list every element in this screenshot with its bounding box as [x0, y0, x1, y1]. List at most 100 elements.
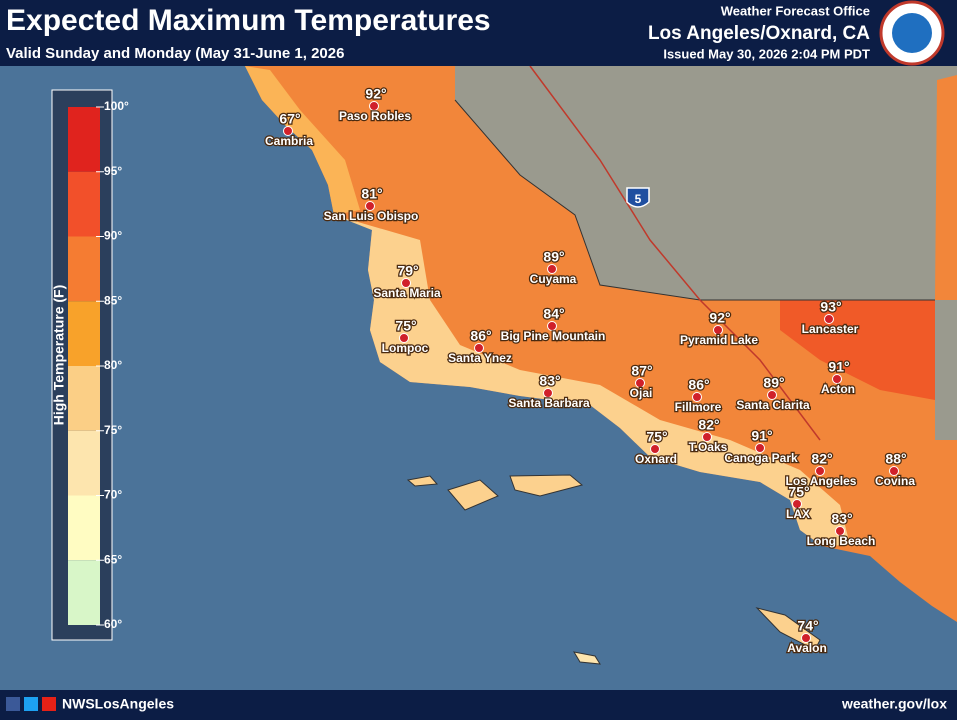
city-marker [713, 325, 723, 335]
city-name: Pyramid Lake [680, 333, 758, 347]
city-marker [283, 126, 293, 136]
legend-tick-label: 60° [104, 617, 122, 631]
city-temp: 87° [631, 363, 652, 379]
office: Los Angeles/Oxnard, CA [648, 23, 870, 44]
city-name: Oxnard [635, 452, 677, 466]
city-temp: 81° [361, 186, 382, 202]
city-name: Cambria [265, 134, 313, 148]
legend-tick-label: 70° [104, 488, 122, 502]
facebook-icon[interactable] [6, 697, 20, 711]
island [509, 474, 584, 497]
hot-zone [780, 300, 935, 400]
city-marker [692, 392, 702, 402]
city-name: Covina [875, 474, 915, 488]
legend-title: High Temperature (F) [51, 285, 67, 426]
city-temp: 92° [365, 86, 386, 102]
legend-tick-label: 75° [104, 423, 122, 437]
city-temp: 79° [397, 263, 418, 279]
city-temp: 67° [279, 111, 300, 127]
city-marker [801, 633, 811, 643]
city-temp: 82° [811, 451, 832, 467]
city-marker [815, 466, 825, 476]
city-name: Cuyama [530, 272, 577, 286]
city-marker [832, 374, 842, 384]
office-line: Weather Forecast Office [721, 3, 870, 18]
city-name: Lompoc [382, 341, 429, 355]
city-marker [399, 333, 409, 343]
legend-tick-label: 95° [104, 164, 122, 178]
cities: 92° Paso Robles 67° Cambria 81° San Luis Obis… [264, 84, 917, 656]
city-temp: 89° [763, 375, 784, 391]
city-marker [547, 321, 557, 331]
legend-band [68, 171, 100, 237]
city-temp: 88° [885, 451, 906, 467]
city-marker [543, 388, 553, 398]
website[interactable]: weather.gov/lox [841, 696, 947, 712]
city-marker [824, 314, 834, 324]
city-name: Lancaster [802, 322, 859, 336]
legend-tick-label: 85° [104, 293, 122, 307]
city-marker [547, 264, 557, 274]
island [406, 475, 439, 487]
city-temp: 75° [395, 318, 416, 334]
city-marker [755, 443, 765, 453]
city-temp: 84° [543, 306, 564, 322]
island [447, 479, 499, 511]
city-name: Canoga Park [724, 451, 798, 465]
legend-tick-label: 90° [104, 229, 122, 243]
legend-band [68, 560, 100, 625]
city-name: Big Pine Mountain [501, 329, 606, 343]
city-marker [401, 278, 411, 288]
border [454, 99, 935, 301]
city-name: Paso Robles [339, 109, 411, 123]
city-marker [369, 101, 379, 111]
city-temp: 86° [688, 377, 709, 393]
legend-band [68, 301, 100, 366]
city-marker [792, 499, 802, 509]
footer-bar [0, 690, 957, 720]
twitter-icon[interactable] [24, 697, 38, 711]
city-name: Los Angeles [786, 474, 857, 488]
title: Expected Maximum Temperatures [6, 4, 491, 37]
issued: Issued May 30, 2026 2:04 PM PDT [663, 46, 870, 61]
city-marker [650, 444, 660, 454]
city-marker [365, 201, 375, 211]
city-name: T.Oaks [689, 440, 728, 454]
subtitle: Valid Sunday and Monday (May 31-June 1, … [6, 45, 344, 62]
land-outside [455, 66, 957, 300]
interstate-shield [626, 187, 650, 208]
city-temp: 92° [709, 310, 730, 326]
city-temp: 91° [751, 428, 772, 444]
highway-line [529, 65, 821, 441]
city-temp: 89° [543, 249, 564, 265]
city-temp: 83° [831, 511, 852, 527]
city-temp: 75° [788, 484, 809, 500]
legend-band [68, 107, 100, 172]
header-bar [0, 0, 957, 66]
youtube-icon[interactable] [42, 697, 56, 711]
city-name: Avalon [787, 641, 827, 655]
city-marker [767, 390, 777, 400]
city-name: Santa Maria [373, 286, 441, 300]
city-temp: 83° [539, 373, 560, 389]
city-temp: 93° [820, 299, 841, 315]
city-temp: 91° [828, 359, 849, 375]
social-handle[interactable]: NWSLosAngeles [62, 696, 174, 712]
city-name: Santa Ynez [448, 351, 512, 365]
interstate-number: 5 [635, 192, 642, 206]
city-name: Santa Barbara [508, 396, 590, 410]
legend-tick-label: 65° [104, 552, 122, 566]
city-marker [474, 343, 484, 353]
legend-band [68, 430, 100, 496]
coastal-zone [245, 66, 360, 215]
city-name: Acton [821, 382, 855, 396]
city-name: Fillmore [675, 400, 722, 414]
city-name: Santa Clarita [736, 398, 810, 412]
legend: 100° 95° 90° 85° 80° 75° 70° 65° 60° [68, 99, 129, 631]
city-temp: 75° [646, 429, 667, 445]
coastal-zone [334, 215, 850, 546]
city-temp: 86° [470, 328, 491, 344]
city-marker [835, 526, 845, 536]
city-temp: 82° [698, 417, 719, 433]
